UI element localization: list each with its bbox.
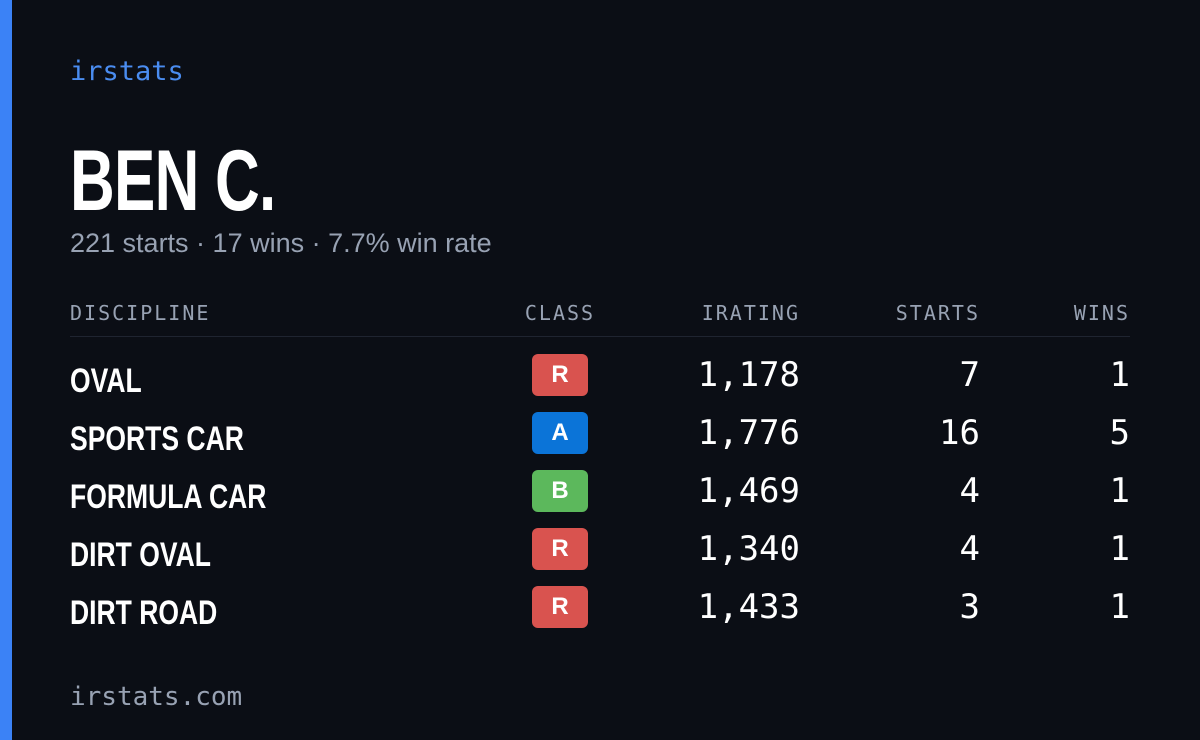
class-badge: B <box>532 470 588 512</box>
class-badge: R <box>532 528 588 570</box>
starts-header: STARTS <box>895 301 980 325</box>
discipline: DIRT OVAL <box>70 536 211 574</box>
discipline: OVAL <box>70 362 142 400</box>
starts: 4 <box>959 529 980 569</box>
starts: 4 <box>959 471 980 511</box>
wins: 1 <box>1109 471 1130 511</box>
wins: 1 <box>1109 529 1130 569</box>
accent-bar <box>0 0 12 740</box>
footer: irstats.com <box>70 682 243 712</box>
discipline: FORMULA CAR <box>70 478 267 516</box>
discipline-header: DISCIPLINE <box>70 301 211 325</box>
irating-header: IRATING <box>701 301 800 325</box>
divider <box>70 336 1130 337</box>
class-badge: A <box>532 412 588 454</box>
irating: 1,340 <box>697 529 800 569</box>
starts: 7 <box>959 355 980 395</box>
irating: 1,469 <box>697 471 800 511</box>
starts: 3 <box>959 587 980 627</box>
wins: 1 <box>1109 587 1130 627</box>
irating: 1,433 <box>697 587 800 627</box>
class-badge: R <box>532 354 588 396</box>
discipline: DIRT ROAD <box>70 594 218 632</box>
class-badge: R <box>532 586 588 628</box>
driver-name: BEN C. <box>70 133 276 229</box>
summary: 221 starts · 17 wins · 7.7% win rate <box>70 228 492 258</box>
discipline: SPORTS CAR <box>70 420 244 458</box>
wins: 1 <box>1109 355 1130 395</box>
wins-header: WINS <box>1073 301 1130 325</box>
irating: 1,776 <box>697 413 800 453</box>
starts: 16 <box>939 413 980 453</box>
irating: 1,178 <box>697 355 800 395</box>
class-header: CLASS <box>524 301 596 325</box>
wins: 5 <box>1109 413 1130 453</box>
brand: irstats <box>70 56 184 87</box>
